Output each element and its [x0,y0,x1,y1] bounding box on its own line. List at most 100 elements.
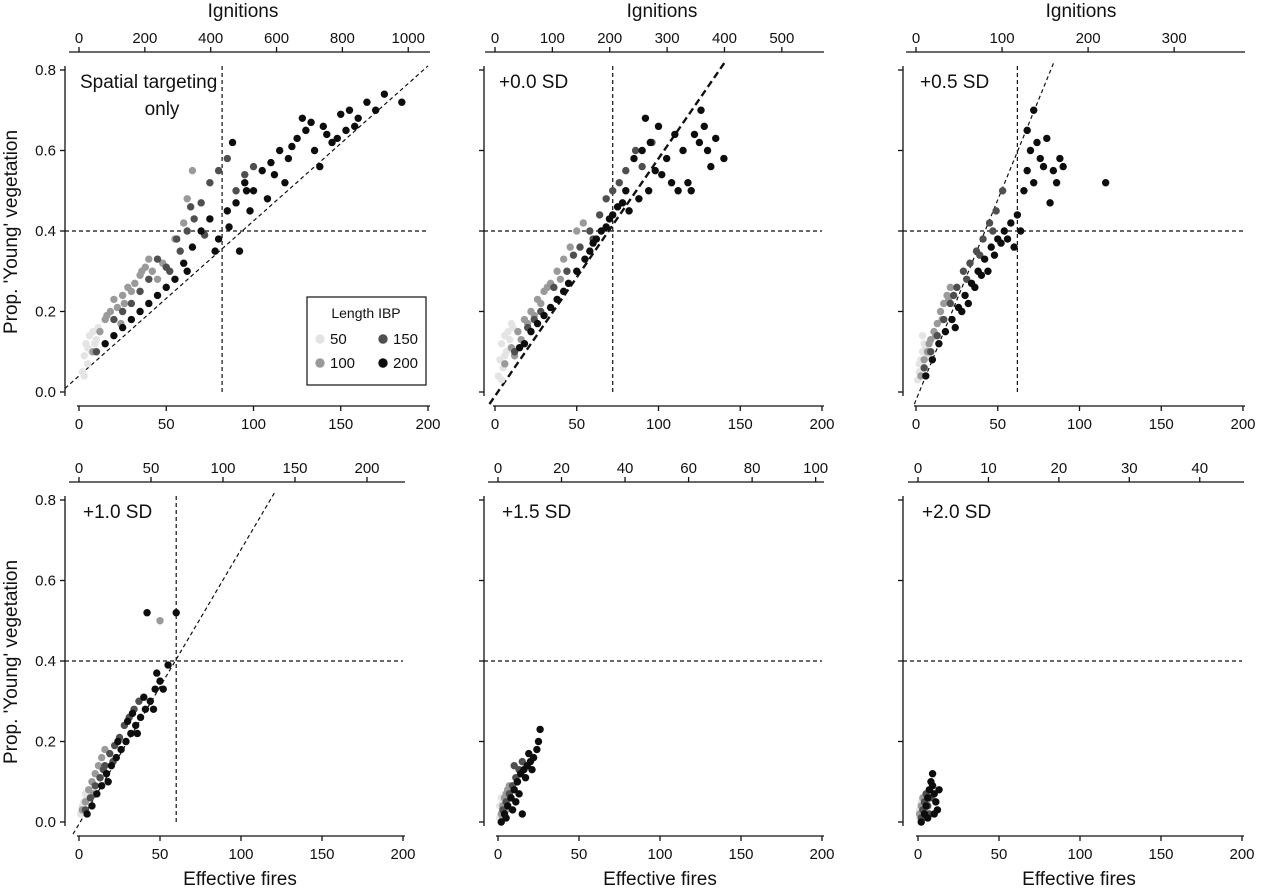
data-point [136,307,144,316]
data-point [521,774,530,782]
data-point [302,126,310,135]
x-tick-label: 200 [390,846,415,863]
top-tick-label: 100 [990,30,1015,47]
data-point [93,790,101,798]
x-axis-label-panel-5: Effective fires [603,869,717,889]
data-point [573,227,581,235]
legend-label-100: 100 [330,355,355,372]
data-point [1033,138,1041,147]
data-point [127,315,136,324]
data-point [679,146,687,155]
data-point [662,154,671,163]
legend: Length IBP 50 100 150 200 [306,296,427,386]
data-point [515,790,523,798]
top-tick-label: 150 [282,460,307,477]
panel-4: 0.0 0.2 0.4 0.6 0.8 0 50 100 150 200 0 50 100 150 200 +… [35,460,415,863]
top-tick-label: 300 [1162,30,1187,47]
data-point [918,331,927,340]
data-point [102,770,111,778]
data-point [1010,243,1018,251]
top-tick-label: 40 [1191,460,1208,477]
series-ibp-150 [81,697,143,814]
data-point [135,697,143,705]
data-point [337,110,345,118]
legend-marker-100 [315,358,325,368]
x-tick-label: 100 [647,846,672,863]
data-point [153,669,161,677]
x-axis-label-panel-4: Effective fires [183,869,297,889]
y-tick-label: 0.2 [35,734,56,751]
top-tick-label: 80 [744,460,761,477]
legend-label-50: 50 [330,331,347,348]
x-tick-label: 150 [1149,416,1174,433]
data-point [556,275,565,283]
series-ibp-200 [83,609,180,818]
data-point [80,352,88,360]
data-point [190,215,198,223]
y-tick-label: 0.4 [35,223,56,240]
data-point [133,729,142,738]
top-tick-label: 50 [143,460,160,477]
data-point [136,287,144,296]
x-tick-label: 50 [991,846,1008,863]
data-point [151,685,159,693]
data-point [164,661,172,669]
data-point [528,765,536,774]
data-point [91,770,99,778]
top-tick-label: 600 [264,30,289,47]
top-tick-label: 0 [75,460,83,477]
data-point [156,617,164,625]
top-tick-label: 400 [198,30,223,47]
data-point [101,340,109,348]
data-point [225,223,233,231]
x-tick-label: 100 [228,846,253,863]
data-point [933,331,941,340]
series-ibp-200 [917,770,943,826]
data-point [559,255,568,263]
data-point [534,737,543,746]
data-point [622,187,630,195]
x-tick-label: 100 [241,416,266,433]
data-point [214,235,223,243]
data-point [80,372,88,380]
data-point [275,146,284,155]
data-point [153,291,162,300]
data-point [153,255,162,263]
data-point [979,235,987,243]
data-point [525,749,533,758]
data-point [592,235,601,243]
data-point [654,122,663,131]
data-point [630,154,638,163]
y-tick-label: 0.8 [35,62,56,79]
data-point [559,287,568,296]
data-point [131,279,139,288]
data-point [946,283,955,292]
data-point [573,267,581,275]
data-point [398,98,406,106]
data-point [186,203,195,211]
data-point [122,737,130,746]
data-point [985,219,994,227]
x-tick-label: 150 [328,416,353,433]
data-point [928,770,937,778]
data-point [581,255,589,263]
panel-title-line-2: only [145,99,180,120]
data-point [172,609,180,617]
data-point [293,134,301,143]
top-tick-label: 200 [132,30,157,47]
top-tick-label: 0 [912,30,920,47]
x-tick-label: 100 [1067,416,1092,433]
data-point [961,291,969,300]
series-ibp-150 [92,154,258,356]
x-tick-label: 0 [75,846,83,863]
data-point [917,818,925,826]
data-point [977,271,986,279]
data-point [615,179,623,187]
series-ibp-50 [494,319,517,384]
data-point [1052,179,1061,187]
data-point [576,243,584,251]
data-point [962,275,971,283]
data-point [949,291,958,300]
data-point [197,227,205,235]
